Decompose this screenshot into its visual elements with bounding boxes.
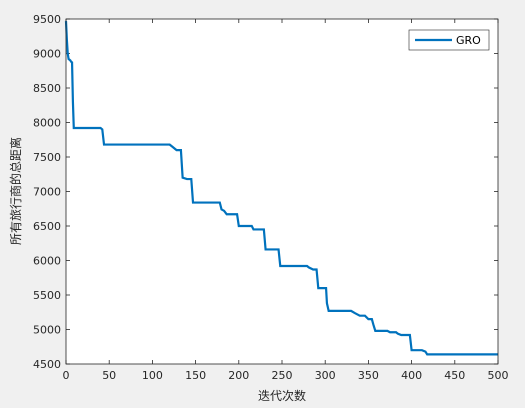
y-tick-label: 5500 (33, 289, 61, 302)
y-axis-label: 所有旅行商的总距离 (8, 137, 23, 245)
x-tick-label: 300 (315, 369, 336, 382)
y-tick-label: 8000 (33, 117, 61, 130)
x-axis-label: 迭代次数 (258, 388, 306, 403)
plot-area (66, 19, 498, 364)
x-tick-label: 350 (358, 369, 379, 382)
y-tick-label: 6500 (33, 220, 61, 233)
legend: GRO (408, 29, 490, 51)
x-tick-label: 450 (444, 369, 465, 382)
series-line-gro (64, 21, 498, 356)
y-tick-label: 8500 (33, 82, 61, 95)
x-tick-label: 150 (185, 369, 206, 382)
x-tick-label: 100 (142, 369, 163, 382)
y-tick-label: 7000 (33, 186, 61, 199)
x-tick-label: 0 (63, 369, 70, 382)
y-tick-label: 4500 (33, 358, 61, 371)
y-tick-label: 5000 (33, 324, 61, 337)
plot-frame (65, 18, 499, 365)
x-tick-label: 200 (228, 369, 249, 382)
y-tick-label: 9500 (33, 13, 61, 26)
x-tick-label: 250 (272, 369, 293, 382)
legend-label-gro: GRO (456, 34, 481, 47)
y-tick-label: 6000 (33, 255, 61, 268)
y-tick-label: 7500 (33, 151, 61, 164)
x-tick-label: 50 (102, 369, 116, 382)
x-tick-label: 500 (488, 369, 509, 382)
x-tick-label: 400 (401, 369, 422, 382)
ticks-layer: 0 50 100 150 200 250 300 350 400 450 500 4500 5000 55… (33, 13, 509, 382)
y-tick-label: 9000 (33, 48, 61, 61)
